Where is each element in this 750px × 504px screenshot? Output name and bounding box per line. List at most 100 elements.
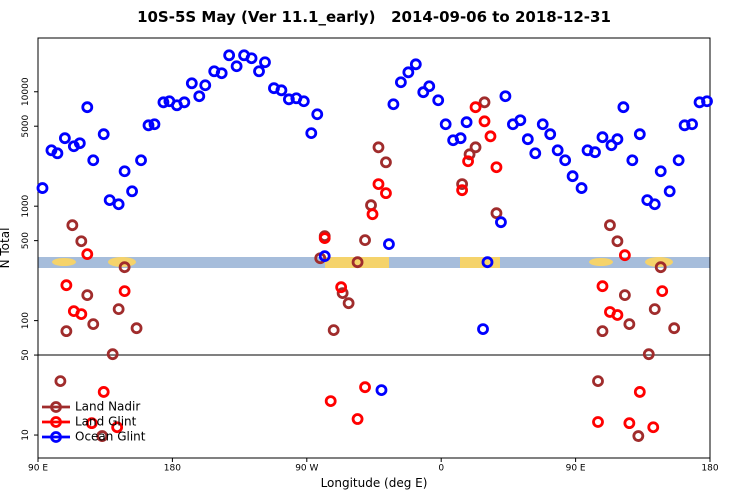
point (454, 132, 467, 145)
point (311, 108, 324, 121)
point (394, 76, 407, 89)
point (135, 154, 147, 167)
point (245, 52, 258, 65)
point (157, 96, 170, 109)
point (618, 249, 631, 262)
x-tick-label: 90 E (28, 464, 48, 474)
point (499, 90, 512, 103)
y-tick-label: 500 (21, 232, 31, 249)
point (351, 256, 364, 269)
point (596, 131, 609, 144)
point (654, 261, 667, 274)
point (481, 256, 494, 269)
x-tick-label: 180 (164, 464, 181, 474)
point (592, 375, 604, 388)
point (148, 118, 161, 131)
point (469, 141, 482, 154)
point (87, 154, 100, 167)
point (142, 119, 155, 132)
point (118, 165, 131, 178)
point (75, 308, 88, 321)
point (60, 279, 73, 292)
point (432, 94, 445, 107)
point (529, 147, 542, 160)
point (103, 194, 116, 207)
point (478, 115, 491, 128)
point (456, 178, 469, 190)
point (642, 348, 655, 361)
point (199, 79, 212, 92)
point (58, 132, 71, 145)
point (596, 280, 609, 293)
point (359, 234, 371, 247)
legend-marker (50, 416, 62, 428)
point (130, 322, 143, 335)
point (551, 144, 564, 157)
point (335, 281, 348, 294)
point (372, 178, 385, 190)
plot-frame (37, 37, 711, 459)
point (253, 65, 265, 78)
point (514, 114, 527, 127)
y-tick-label: 1000 (21, 194, 31, 217)
point (605, 139, 618, 152)
point (484, 130, 497, 143)
point (592, 416, 604, 428)
point (387, 98, 400, 111)
point (611, 309, 624, 321)
point (623, 417, 636, 430)
point (647, 421, 660, 434)
point (490, 161, 503, 174)
point (633, 386, 646, 398)
point (672, 154, 685, 167)
point (521, 133, 534, 146)
x-tick-label: 0 (438, 464, 444, 474)
point (318, 250, 331, 263)
y-tick-label: 100 (21, 312, 31, 329)
point (566, 170, 579, 183)
x-axis-label: Longitude (deg E) (321, 476, 428, 490)
point (623, 318, 636, 331)
point (693, 96, 706, 109)
point (259, 56, 271, 69)
x-tick-label: 90 W (295, 464, 318, 474)
map-strip (38, 257, 710, 268)
point (490, 207, 503, 220)
y-tick-label: 10 (21, 429, 31, 441)
point (463, 148, 476, 161)
point (336, 287, 349, 299)
point (611, 235, 624, 248)
point (193, 90, 206, 103)
point (324, 395, 337, 407)
point (462, 155, 474, 168)
point (81, 248, 94, 261)
point (536, 118, 549, 131)
legend-label: Land Glint (75, 415, 137, 429)
point (75, 235, 88, 248)
point (118, 285, 131, 298)
point (112, 303, 125, 316)
point (402, 66, 415, 79)
point (66, 219, 79, 232)
point (604, 219, 616, 232)
point (366, 208, 379, 221)
point (633, 128, 646, 141)
point (611, 133, 624, 146)
y-tick-label: 5000 (21, 114, 31, 137)
legend-marker (50, 431, 62, 443)
point (81, 289, 94, 302)
point (654, 165, 667, 178)
land-shape (325, 257, 389, 268)
point (380, 187, 392, 200)
point (351, 413, 364, 425)
land-shape (589, 258, 613, 266)
legend-marker (50, 401, 62, 413)
point (648, 303, 661, 316)
point (230, 60, 243, 73)
point (626, 154, 639, 167)
point (648, 198, 661, 211)
point (60, 325, 73, 338)
y-tick-label: 50 (21, 349, 31, 361)
point (359, 381, 371, 394)
